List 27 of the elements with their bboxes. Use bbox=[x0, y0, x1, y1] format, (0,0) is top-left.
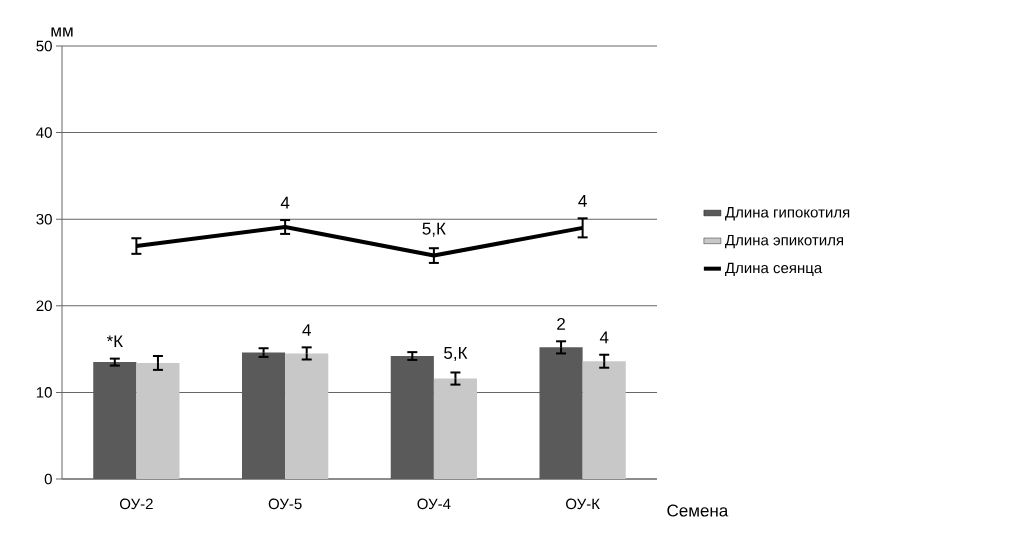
annotation: 5,К bbox=[444, 347, 468, 361]
y-tick-label: 40 bbox=[36, 127, 52, 138]
annotation: 4 bbox=[280, 196, 290, 209]
y-tick-label: 30 bbox=[36, 213, 52, 225]
x-tick-label: ОУ-5 bbox=[268, 498, 302, 510]
annotation: 4 bbox=[302, 324, 311, 336]
bar bbox=[433, 378, 478, 479]
annotation: 4 bbox=[599, 331, 609, 344]
legend-label: Длина сеянца bbox=[725, 262, 823, 277]
annotation: *К bbox=[106, 335, 123, 348]
y-tick-label: 0 bbox=[44, 473, 52, 485]
x-tick-label: ОУ-4 bbox=[417, 498, 451, 510]
legend-label: Длина эпикотиля bbox=[725, 234, 843, 249]
x-axis-title: Семена bbox=[667, 504, 729, 517]
annotation: 2 bbox=[557, 317, 565, 330]
bar bbox=[582, 361, 626, 479]
x-tick-label: ОУ-К bbox=[566, 498, 600, 510]
bar bbox=[136, 362, 180, 479]
x-tick-label: ОУ-2 bbox=[119, 498, 153, 510]
y-tick-label: 10 bbox=[36, 387, 52, 398]
bar bbox=[285, 353, 329, 479]
annotation: 5,К bbox=[422, 222, 446, 237]
y-tick-label: 20 bbox=[36, 300, 52, 312]
y-tick-label: 50 bbox=[36, 40, 52, 52]
legend-label: Длина гипокотиля bbox=[725, 207, 850, 221]
annotation: 4 bbox=[578, 195, 587, 207]
y-axis-title: мм bbox=[51, 27, 73, 37]
